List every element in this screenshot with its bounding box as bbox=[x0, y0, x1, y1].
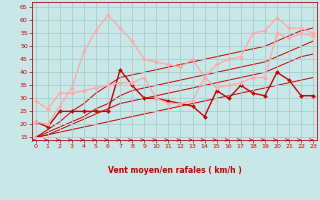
X-axis label: Vent moyen/en rafales ( km/h ): Vent moyen/en rafales ( km/h ) bbox=[108, 166, 241, 175]
